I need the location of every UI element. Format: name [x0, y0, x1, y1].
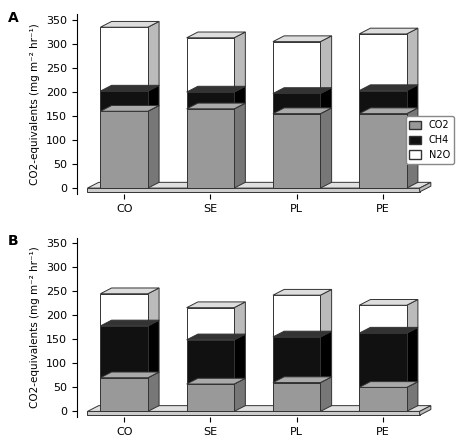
Polygon shape	[359, 114, 407, 188]
Polygon shape	[359, 333, 407, 388]
Polygon shape	[359, 382, 418, 388]
Polygon shape	[234, 334, 245, 384]
Polygon shape	[407, 327, 418, 388]
Polygon shape	[273, 295, 321, 337]
Polygon shape	[273, 289, 332, 295]
Polygon shape	[359, 305, 407, 333]
Polygon shape	[359, 28, 418, 34]
Polygon shape	[359, 34, 407, 90]
Polygon shape	[187, 378, 245, 384]
Polygon shape	[101, 378, 148, 411]
Polygon shape	[407, 382, 418, 411]
Polygon shape	[101, 22, 159, 27]
Polygon shape	[101, 27, 148, 91]
Polygon shape	[87, 182, 431, 188]
Polygon shape	[359, 388, 407, 411]
Polygon shape	[407, 300, 418, 333]
Polygon shape	[321, 108, 332, 188]
Polygon shape	[148, 372, 159, 411]
Polygon shape	[407, 108, 418, 188]
Polygon shape	[273, 42, 321, 94]
Polygon shape	[101, 294, 148, 326]
Polygon shape	[187, 103, 245, 109]
Polygon shape	[187, 340, 234, 384]
Polygon shape	[359, 108, 418, 114]
Polygon shape	[273, 337, 321, 383]
Polygon shape	[321, 36, 332, 94]
Polygon shape	[101, 111, 148, 188]
Polygon shape	[187, 92, 234, 109]
Polygon shape	[273, 94, 321, 114]
Polygon shape	[234, 32, 245, 92]
Polygon shape	[273, 88, 332, 94]
Text: A: A	[8, 11, 19, 25]
Polygon shape	[148, 288, 159, 326]
Polygon shape	[148, 320, 159, 378]
Polygon shape	[101, 372, 159, 378]
Polygon shape	[101, 85, 159, 91]
Polygon shape	[273, 377, 332, 383]
Polygon shape	[273, 383, 321, 411]
Polygon shape	[187, 38, 234, 92]
Polygon shape	[273, 114, 321, 188]
Polygon shape	[148, 105, 159, 188]
Polygon shape	[87, 188, 420, 192]
Polygon shape	[234, 302, 245, 340]
Polygon shape	[420, 182, 431, 192]
Polygon shape	[87, 405, 431, 411]
Y-axis label: CO2-equivalents (mg m⁻² hr⁻¹): CO2-equivalents (mg m⁻² hr⁻¹)	[30, 23, 40, 185]
Polygon shape	[234, 378, 245, 411]
Polygon shape	[321, 289, 332, 337]
Polygon shape	[187, 32, 245, 38]
Polygon shape	[101, 320, 159, 326]
Y-axis label: CO2-equivalents (mg m⁻² hr⁻¹): CO2-equivalents (mg m⁻² hr⁻¹)	[30, 246, 40, 408]
Polygon shape	[101, 288, 159, 294]
Polygon shape	[359, 85, 418, 90]
Polygon shape	[359, 327, 418, 333]
Polygon shape	[187, 334, 245, 340]
Polygon shape	[407, 28, 418, 90]
Polygon shape	[420, 405, 431, 415]
Polygon shape	[273, 36, 332, 42]
Polygon shape	[101, 105, 159, 111]
Polygon shape	[187, 384, 234, 411]
Polygon shape	[321, 377, 332, 411]
Polygon shape	[187, 308, 234, 340]
Polygon shape	[359, 300, 418, 305]
Polygon shape	[187, 302, 245, 308]
Polygon shape	[187, 86, 245, 92]
Polygon shape	[148, 22, 159, 91]
Polygon shape	[273, 331, 332, 337]
Polygon shape	[359, 90, 407, 114]
Polygon shape	[273, 108, 332, 114]
Polygon shape	[234, 86, 245, 109]
Polygon shape	[321, 331, 332, 383]
Legend: CO2, CH4, N2O: CO2, CH4, N2O	[406, 116, 454, 164]
Polygon shape	[321, 88, 332, 114]
Polygon shape	[87, 411, 420, 415]
Polygon shape	[187, 109, 234, 188]
Polygon shape	[101, 91, 148, 111]
Polygon shape	[101, 326, 148, 378]
Polygon shape	[407, 85, 418, 114]
Polygon shape	[148, 85, 159, 111]
Text: B: B	[8, 234, 18, 248]
Polygon shape	[234, 103, 245, 188]
